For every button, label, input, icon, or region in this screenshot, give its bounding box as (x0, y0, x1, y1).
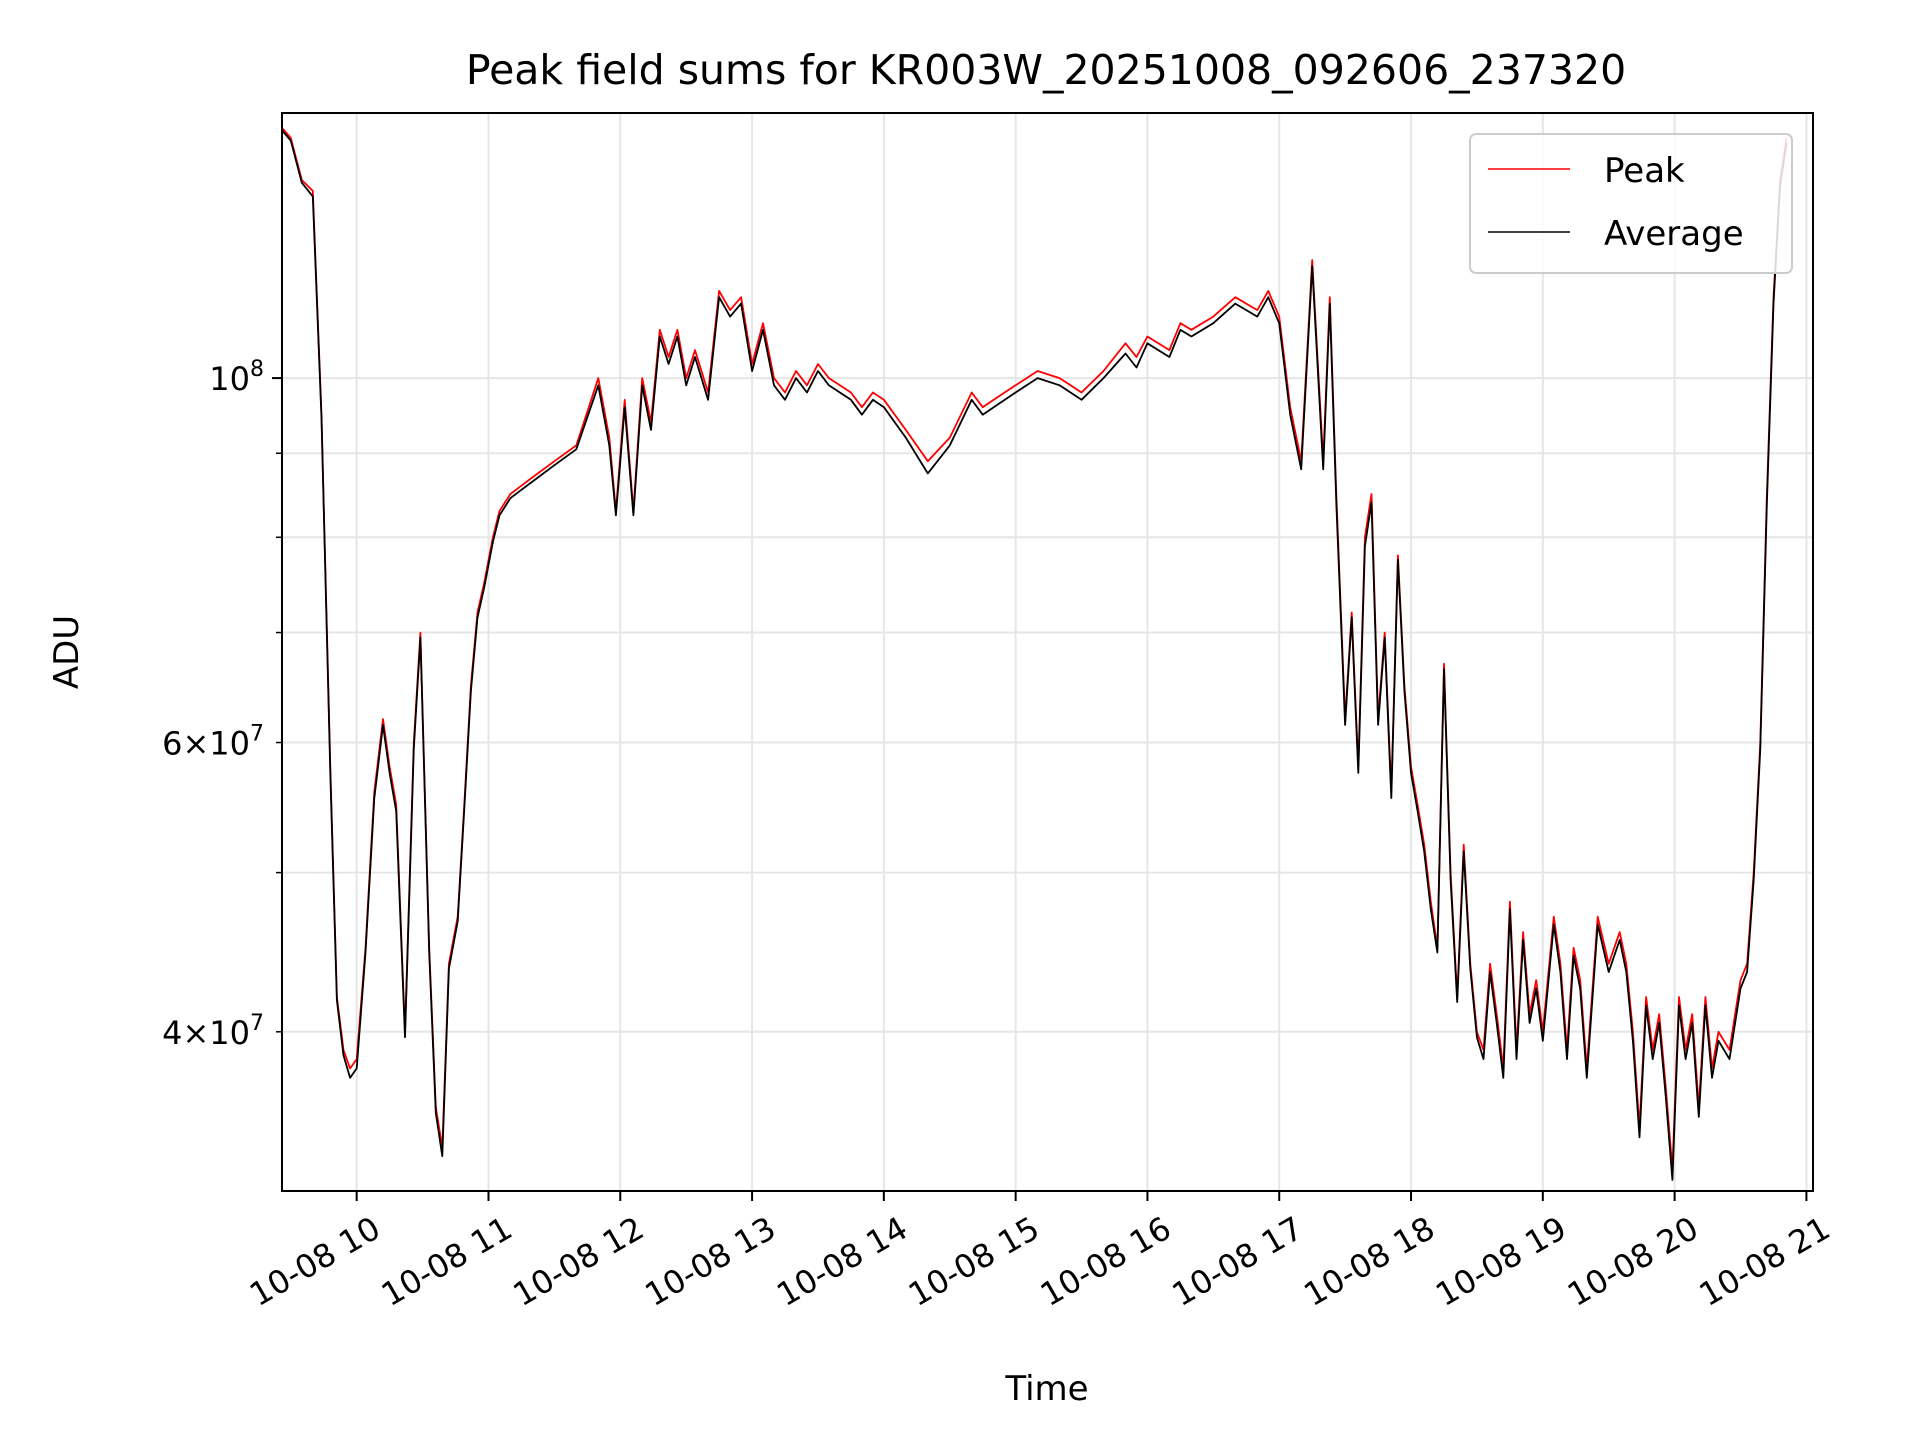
y-tick-base: 10 (209, 725, 250, 763)
x-axis-label: Time (1004, 1369, 1088, 1409)
grid-lines (282, 113, 1813, 1191)
y-tick-mantissa: 6 (162, 725, 182, 763)
y-tick-exponent: 7 (250, 722, 264, 747)
y-tick-base: 10 (209, 1014, 250, 1052)
legend-peak-label: Peak (1604, 151, 1685, 191)
y-tick-times: × (182, 725, 209, 763)
y-tick-times: × (182, 1014, 209, 1052)
y-tick-base: 10 (209, 360, 250, 398)
y-tick-exponent: 8 (250, 357, 264, 382)
legend-average-label: Average (1604, 214, 1744, 254)
chart-title: Peak field sums for KR003W_20251008_0926… (466, 46, 1626, 94)
series-line-peak (282, 127, 1788, 1170)
y-tick-exponent: 7 (250, 1011, 264, 1036)
y-axis-label: ADU (47, 615, 87, 689)
y-tick-label: 6×107 (162, 722, 264, 763)
y-tick-label: 108 (209, 357, 264, 398)
plot-frame (281, 112, 1814, 1192)
legend: Peak Average (1469, 133, 1793, 274)
series-layer (282, 127, 1788, 1181)
series-line-average (282, 129, 1788, 1181)
y-tick-mantissa: 4 (162, 1014, 182, 1052)
y-tick-label: 4×107 (162, 1011, 264, 1052)
